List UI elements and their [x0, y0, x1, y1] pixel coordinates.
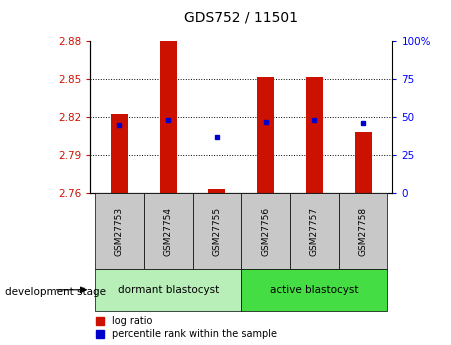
Text: GSM27754: GSM27754 [164, 207, 173, 256]
Text: GSM27755: GSM27755 [212, 207, 221, 256]
Bar [339, 193, 387, 269]
Bar [354, 132, 372, 193]
Text: development stage: development stage [5, 287, 106, 296]
Legend: log ratio, percentile rank within the sample: log ratio, percentile rank within the sa… [95, 315, 277, 340]
Text: GDS752 / 11501: GDS752 / 11501 [184, 10, 298, 24]
Text: GSM27753: GSM27753 [115, 207, 124, 256]
Bar [257, 77, 274, 193]
Text: dormant blastocyst: dormant blastocyst [118, 285, 219, 295]
Bar [241, 269, 387, 310]
Bar [241, 193, 290, 269]
Bar [290, 193, 339, 269]
Bar [193, 193, 241, 269]
Bar [111, 114, 128, 193]
Text: GSM27758: GSM27758 [359, 207, 368, 256]
Bar [95, 193, 144, 269]
Text: GSM27756: GSM27756 [261, 207, 270, 256]
Bar [95, 269, 241, 310]
Bar [306, 77, 323, 193]
Text: GSM27757: GSM27757 [310, 207, 319, 256]
Bar [160, 41, 177, 193]
Bar [208, 189, 226, 193]
Text: active blastocyst: active blastocyst [270, 285, 359, 295]
Bar [144, 193, 193, 269]
